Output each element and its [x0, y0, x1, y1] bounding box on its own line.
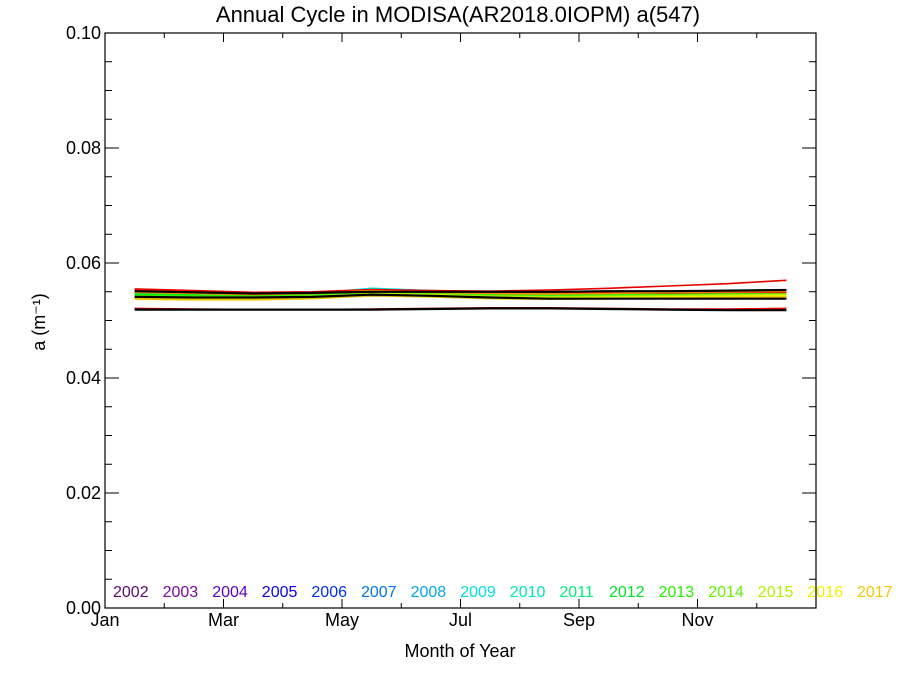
x-tick-label: Jan — [90, 610, 119, 630]
legend-entry-2013: 2013 — [659, 584, 695, 601]
y-tick-label: 0.10 — [66, 23, 101, 43]
x-tick-label: Mar — [208, 610, 239, 630]
x-tick-label: Nov — [681, 610, 713, 630]
y-tick-label: 0.00 — [66, 598, 101, 618]
legend-entry-2011: 2011 — [559, 584, 594, 601]
y-tick-label: 0.04 — [66, 368, 101, 388]
legend-entry-2009: 2009 — [460, 584, 496, 601]
legend-entry-2015: 2015 — [758, 584, 794, 601]
x-tick-label: May — [325, 610, 359, 630]
legend-entry-2002: 2002 — [113, 584, 149, 601]
y-tick-label: 0.08 — [66, 138, 101, 158]
legend-entry-2006: 2006 — [311, 584, 347, 601]
legend-entry-2016: 2016 — [807, 584, 843, 601]
chart-title: Annual Cycle in MODISA(AR2018.0IOPM) a(5… — [216, 2, 700, 27]
legend-entry-2004: 2004 — [212, 584, 248, 601]
legend: 2002 2003 2004 2005 2006 2007 2008 2009 2010 2011… — [113, 584, 893, 601]
series-line-20 — [134, 288, 787, 295]
series-line-21 — [134, 293, 787, 300]
plot-frame — [104, 32, 817, 609]
y-tick-label: 0.02 — [66, 483, 101, 503]
series-line-22 — [134, 307, 787, 312]
y-axis: 0.00 0.02 0.04 0.06 0.08 0.10 — [66, 23, 816, 618]
series-line-2013 — [134, 290, 787, 297]
legend-entry-2005: 2005 — [262, 584, 298, 601]
legend-entry-2012: 2012 — [609, 584, 645, 601]
x-axis: Jan Mar May Jul Sep Nov — [90, 33, 817, 630]
legend-entry-2007: 2007 — [361, 584, 397, 601]
series-lines — [134, 279, 787, 312]
legend-entry-2017: 2017 — [857, 584, 893, 601]
legend-entry-2008: 2008 — [411, 584, 447, 601]
y-tick-label: 0.06 — [66, 253, 101, 273]
x-tick-label: Sep — [563, 610, 595, 630]
legend-entry-2014: 2014 — [708, 584, 744, 601]
legend-entry-2010: 2010 — [510, 584, 546, 601]
legend-entry-2003: 2003 — [163, 584, 199, 601]
x-axis-label: Month of Year — [404, 641, 515, 661]
x-tick-label: Jul — [449, 610, 472, 630]
y-axis-label: a (m⁻¹) — [29, 293, 49, 351]
